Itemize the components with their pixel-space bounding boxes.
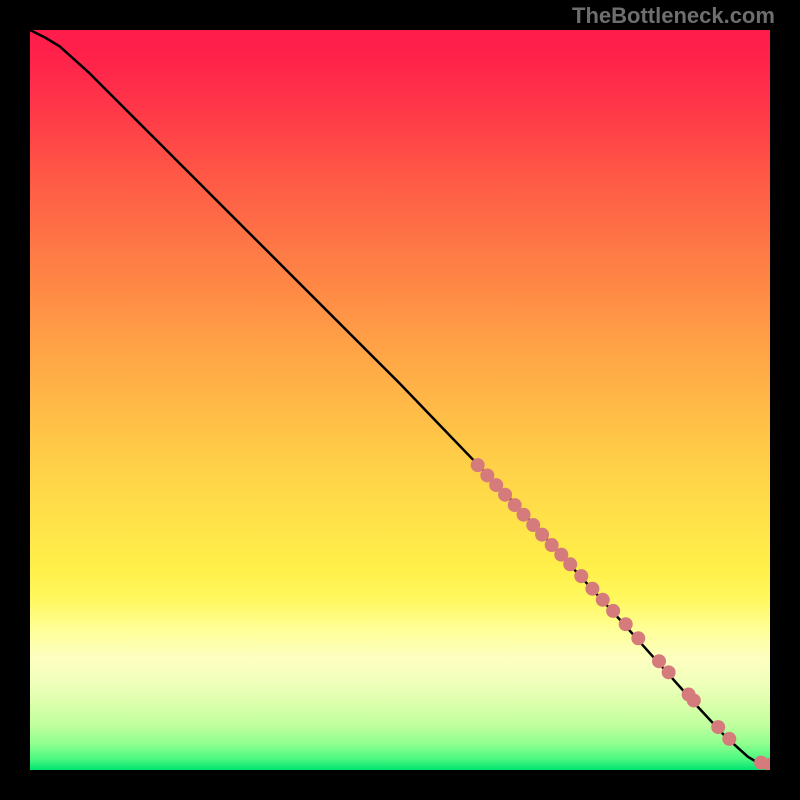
scatter-point bbox=[596, 593, 610, 607]
scatter-point bbox=[585, 582, 599, 596]
scatter-point bbox=[687, 693, 701, 707]
scatter-point bbox=[606, 604, 620, 618]
scatter-point bbox=[652, 654, 666, 668]
scatter-point bbox=[535, 528, 549, 542]
scatter-point bbox=[471, 458, 485, 472]
source-watermark: TheBottleneck.com bbox=[572, 3, 775, 29]
scatter-point bbox=[662, 665, 676, 679]
scatter-point bbox=[563, 557, 577, 571]
scatter-point bbox=[517, 508, 531, 522]
scatter-point bbox=[498, 488, 512, 502]
gradient-curve-chart bbox=[30, 30, 770, 770]
scatter-point bbox=[631, 631, 645, 645]
scatter-point bbox=[574, 569, 588, 583]
scatter-point bbox=[722, 732, 736, 746]
scatter-point bbox=[711, 720, 725, 734]
scatter-point bbox=[619, 617, 633, 631]
